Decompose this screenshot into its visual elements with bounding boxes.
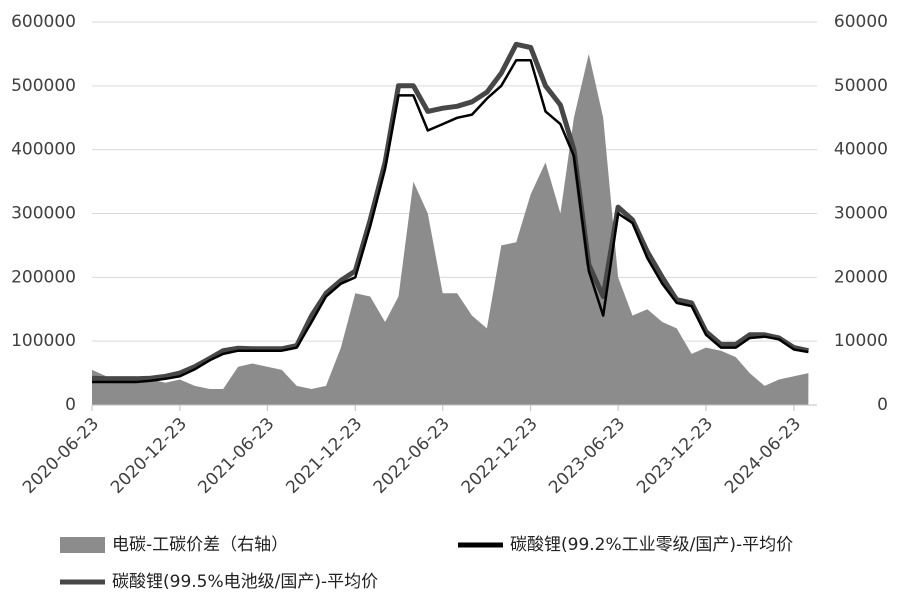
area xyxy=(92,53,809,406)
x-tick-label: 2022-12-23 xyxy=(458,414,542,498)
legend-label: 碳酸锂(99.2%工业零级/国产)-平均价 xyxy=(510,535,793,555)
legend-label: 碳酸锂(99.5%电池级/国产)-平均价 xyxy=(112,572,378,592)
y2-tick-label: 20000 xyxy=(834,267,888,287)
x-tick-label: 2024-06-23 xyxy=(721,414,805,498)
y-tick-label: 500000 xyxy=(11,76,76,96)
y-tick-label: 100000 xyxy=(11,331,76,351)
line xyxy=(92,59,809,384)
x-tick-label: 2023-06-23 xyxy=(545,414,629,498)
x-tick-label: 2021-12-23 xyxy=(282,414,366,498)
y2-tick-label: 0 xyxy=(877,395,888,415)
y-tick-label: 0 xyxy=(65,395,76,415)
x-tick-label: 2023-12-23 xyxy=(633,414,717,498)
x-tick-label: 2022-06-23 xyxy=(370,414,454,498)
x-tick-label: 2021-06-23 xyxy=(194,414,278,498)
x-tick-label: 2020-12-23 xyxy=(107,414,191,498)
line xyxy=(91,41,809,382)
legend-swatch xyxy=(60,537,105,553)
y2-tick-label: 50000 xyxy=(834,76,888,96)
y2-tick-label: 60000 xyxy=(834,12,888,32)
legend-label: 电碳-工碳价差（右轴） xyxy=(112,535,288,555)
x-tick-label: 2020-06-23 xyxy=(19,414,103,498)
y2-tick-label: 10000 xyxy=(834,331,888,351)
y2-tick-label: 30000 xyxy=(834,204,888,224)
y-tick-label: 200000 xyxy=(11,267,76,287)
y2-tick-label: 40000 xyxy=(834,140,888,160)
y-tick-label: 400000 xyxy=(11,140,76,160)
y-tick-label: 300000 xyxy=(11,204,76,224)
y-tick-label: 600000 xyxy=(11,12,76,32)
